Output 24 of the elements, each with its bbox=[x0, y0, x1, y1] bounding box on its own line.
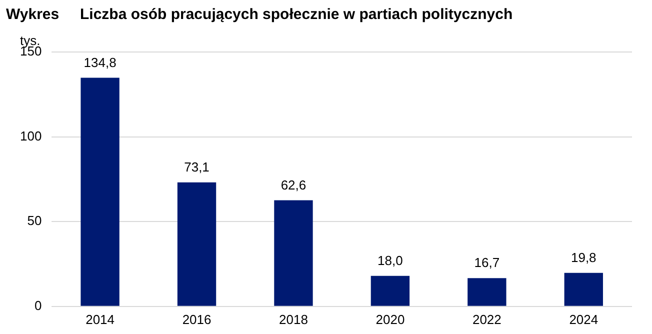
x-tick-label: 2022 bbox=[472, 312, 502, 327]
x-tick-label: 2018 bbox=[279, 312, 308, 327]
bar bbox=[468, 278, 506, 306]
x-tick-label: 2024 bbox=[569, 312, 598, 327]
y-tick-label: 50 bbox=[27, 213, 42, 228]
data-label: 62,6 bbox=[280, 177, 306, 192]
y-axis-title: tys. bbox=[20, 33, 40, 48]
data-label: 19,8 bbox=[570, 250, 596, 265]
y-tick-label: 100 bbox=[20, 128, 42, 144]
data-label: 18,0 bbox=[378, 252, 403, 268]
x-tick-label: 2020 bbox=[376, 312, 405, 327]
y-tick-label: 0 bbox=[34, 298, 42, 313]
bar bbox=[564, 272, 603, 306]
data-label: 73,1 bbox=[184, 160, 210, 174]
x-tick-label: 2016 bbox=[182, 312, 212, 327]
data-label: 16,7 bbox=[474, 255, 500, 270]
bar bbox=[80, 78, 120, 306]
bar bbox=[274, 200, 313, 306]
bar bbox=[370, 276, 410, 306]
chart-title: Wykres bbox=[6, 6, 60, 23]
x-tick-label: 2014 bbox=[86, 312, 115, 327]
data-label: 134,8 bbox=[84, 54, 116, 70]
bar bbox=[177, 182, 216, 306]
chart-subtitle: Liczba osób pracujących społecznie w partiach politycznych bbox=[80, 6, 513, 23]
